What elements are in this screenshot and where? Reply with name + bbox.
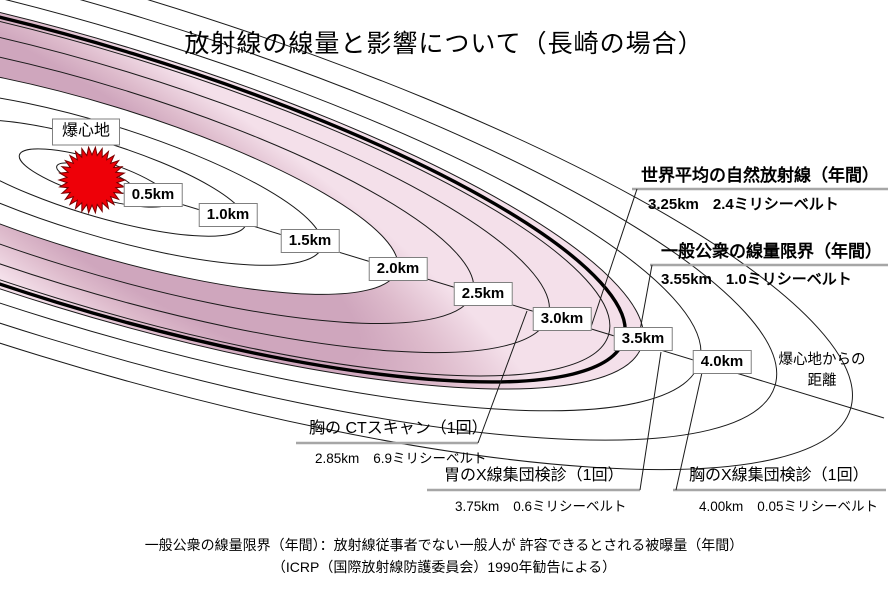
footer-note: 一般公衆の線量限界（年間）：放射線従事者でない一般人が 許容できるとされる被曝量… (0, 534, 888, 579)
natural-radiation-dose: 2.4ミリシーベルト (712, 196, 839, 213)
ring-label-3-5km: 3.5km (613, 327, 673, 351)
ring-label-1-5km: 1.5km (280, 229, 340, 253)
page-title: 放射線の線量と影響について（長崎の場合） (184, 30, 704, 58)
hypocenter-star (57, 145, 127, 215)
chest-xray-distance: 4.00km (699, 499, 744, 514)
chest-ct-dose: 6.9ミリシーベルト (373, 451, 487, 466)
footer-line2: （ICRP（国際放射線防護委員会）1990年勧告による） (271, 559, 617, 576)
chest-xray-heading: 胸のX線集団検診（1回） (689, 467, 869, 484)
ring-label-4-0km: 4.0km (692, 350, 752, 374)
ring-label-2-5km: 2.5km (453, 282, 513, 306)
stomach-xray-heading: 胃のX線集団検診（1回） (444, 467, 624, 484)
stomach-xray-dose: 0.6ミリシーベルト (513, 499, 627, 514)
stomach-xray-distance: 3.75km (455, 499, 500, 514)
hypocenter-label: 爆心地 (51, 118, 121, 146)
public-limit-dose: 1.0ミリシーベルト (725, 271, 852, 288)
ring-label-0-5km: 0.5km (123, 183, 183, 207)
public-limit-distance: 3.55km (661, 271, 712, 288)
ring-label-3-0km: 3.0km (532, 307, 592, 331)
ring-label-1-0km: 1.0km (198, 203, 258, 227)
stomach-xray-value: 3.75km 0.6ミリシーベルト (455, 499, 627, 515)
natural-radiation-heading: 世界平均の自然放射線（年間） (641, 166, 879, 185)
axis-caption-line2: 距離 (807, 373, 837, 390)
footer-line1: 一般公衆の線量限界（年間）：放射線従事者でない一般人が 許容できるとされる被曝量… (144, 537, 744, 553)
chest-ct-distance: 2.85km (315, 451, 360, 466)
axis-caption: 爆心地からの 距離 (767, 350, 877, 392)
public-limit-value: 3.55km 1.0ミリシーベルト (661, 271, 852, 288)
chest-xray-dose: 0.05ミリシーベルト (757, 499, 879, 514)
axis-caption-line1: 爆心地からの (778, 352, 866, 368)
natural-radiation-distance: 3.25km (648, 196, 699, 213)
public-limit-heading: 一般公衆の線量限界（年間） (661, 242, 882, 261)
ring-label-2-0km: 2.0km (368, 257, 428, 281)
chest-xray-value: 4.00km 0.05ミリシーベルト (699, 499, 878, 515)
annotation-underlines (296, 187, 888, 492)
chest-ct-heading: 胸の CTスキャン（1回） (309, 420, 488, 437)
natural-radiation-value: 3.25km 2.4ミリシーベルト (648, 196, 839, 213)
chest-ct-value: 2.85km 6.9ミリシーベルト (315, 451, 487, 467)
